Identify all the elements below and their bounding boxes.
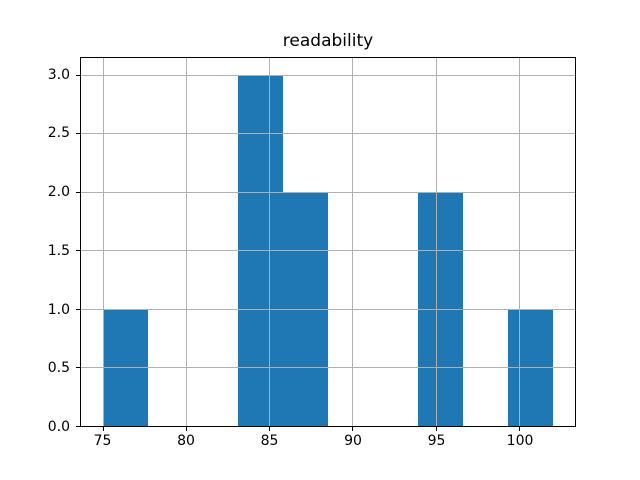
grid-layer xyxy=(81,58,575,426)
gridline-vertical xyxy=(186,58,188,426)
y-tick-mark xyxy=(76,191,80,193)
x-tick-mark xyxy=(186,427,188,431)
y-tick-label: 1.0 xyxy=(47,301,70,318)
x-tick-label: 80 xyxy=(177,433,195,449)
x-tick-mark xyxy=(352,427,354,431)
x-tick-label: 95 xyxy=(427,433,446,449)
gridline-vertical xyxy=(518,58,520,426)
gridline-horizontal xyxy=(81,133,575,135)
y-tick-mark xyxy=(76,133,80,135)
y-tick-label: 1.5 xyxy=(47,242,70,259)
x-tick-label: 90 xyxy=(344,433,362,449)
y-tick-label: 2.5 xyxy=(47,125,70,142)
y-tick-mark xyxy=(76,367,80,369)
gridline-vertical xyxy=(269,58,271,426)
gridline-horizontal xyxy=(81,367,575,369)
gridline-horizontal xyxy=(81,308,575,310)
gridline-horizontal xyxy=(81,191,575,193)
x-tick-mark xyxy=(518,427,520,431)
plot-area xyxy=(76,57,576,431)
y-tick-mark xyxy=(76,308,80,310)
x-tick-label: 85 xyxy=(260,433,279,449)
gridline-vertical xyxy=(102,58,104,426)
chart-title: readability xyxy=(282,31,374,51)
x-tick-mark xyxy=(269,427,271,431)
y-tick-label: 2.0 xyxy=(47,184,70,201)
y-tick-label: 3.0 xyxy=(47,66,70,83)
x-tick-label: 100 xyxy=(506,433,534,449)
gridline-vertical xyxy=(352,58,354,426)
y-tick-mark xyxy=(76,75,80,77)
x-tick-mark xyxy=(435,427,437,431)
y-tick-label: 0.0 xyxy=(47,419,70,435)
y-tick-mark xyxy=(76,425,80,427)
x-tick-label: 75 xyxy=(93,433,112,449)
y-tick-mark xyxy=(76,250,80,252)
gridline-horizontal xyxy=(81,75,575,77)
x-tick-mark xyxy=(102,427,104,431)
gridline-horizontal xyxy=(81,250,575,252)
gridline-vertical xyxy=(435,58,437,426)
y-tick-label: 0.5 xyxy=(47,360,70,377)
